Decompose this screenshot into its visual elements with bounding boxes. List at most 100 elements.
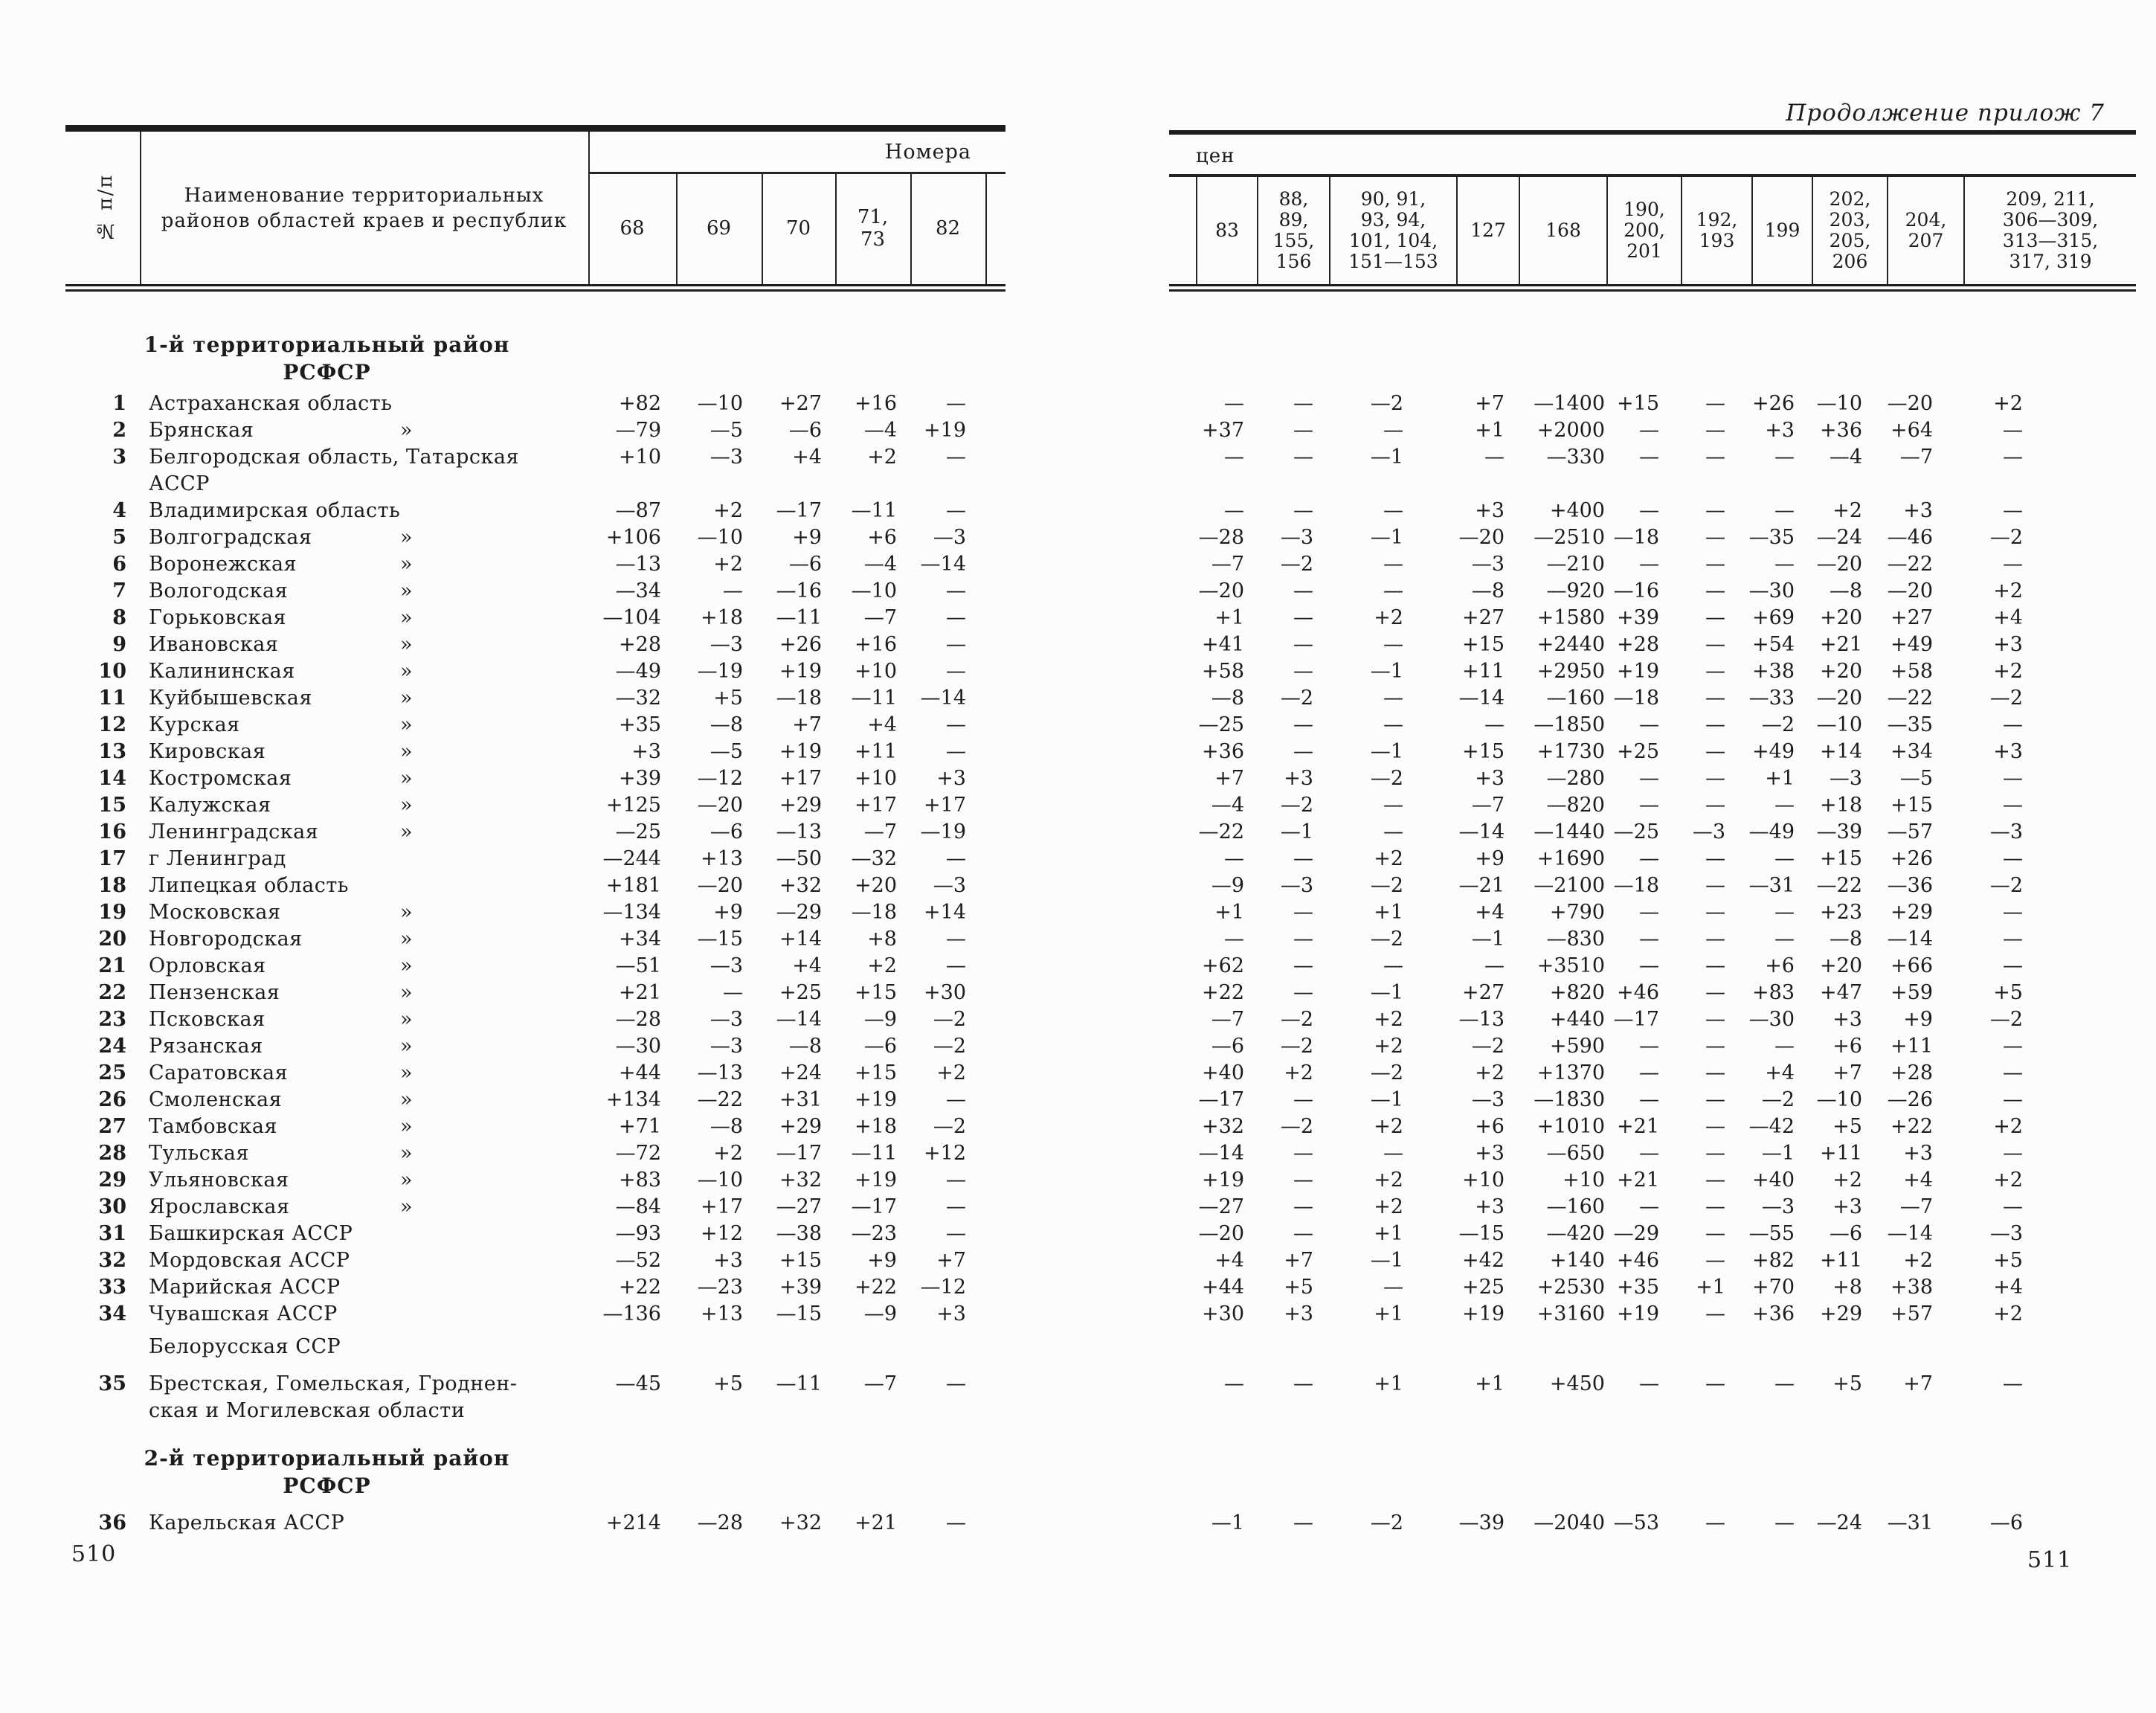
table-row: 8 Горьковская » —104 +18 —11 —7 — [65, 605, 1005, 631]
value-cell: —50 [776, 847, 822, 870]
row-name-line: Калужская [149, 794, 271, 817]
value-cell: —33 [1748, 687, 1795, 710]
value-cell: — [2003, 1035, 2023, 1058]
value-cell: +140 [1549, 1249, 1605, 1272]
value-cell: —36 [1887, 874, 1933, 897]
column-header-line: 156 [1275, 251, 1312, 272]
table-row: +32 —2 +2 +6 +1010 +21 — —42 +5 +22 +2 [1169, 1113, 2136, 1140]
value-cell: —30 [615, 1035, 661, 1058]
value-cell: — [2003, 1142, 2023, 1165]
value-cell: —8 [709, 713, 743, 736]
value-cell: —38 [776, 1222, 822, 1245]
value-cell: —5 [709, 419, 743, 442]
table-row: 5 Волгоградская » +106 —10 +9 +6 —3 [65, 524, 1005, 551]
value-cell: +125 [605, 794, 661, 817]
column-header-line: 199 [1764, 219, 1801, 241]
value-cell: +3510 [1536, 954, 1605, 977]
value-cell: —10 [697, 526, 743, 549]
value-cell: +11 [855, 740, 897, 763]
value-cell: —1850 [1534, 713, 1605, 736]
value-cell: —2 [1989, 687, 2023, 710]
value-cell: —20 [697, 794, 743, 817]
row-name: Волгоградская » [140, 524, 588, 551]
value-cell: +40 [1752, 1169, 1795, 1192]
value-cell: +6 [1475, 1115, 1505, 1138]
value-cell: +49 [1752, 740, 1795, 763]
row-name-line: Чувашская АССР [149, 1302, 338, 1325]
value-cell: —6 [788, 553, 822, 576]
value-cell: +1580 [1536, 606, 1605, 629]
row-name: Карельская АССР [140, 1510, 588, 1537]
table-row: 17 г Ленинград —244 +13 —50 —32 — [65, 846, 1005, 872]
table-row: +44 +5 — +25 +2530 +35 +1 +70 +8 +38 +4 [1169, 1274, 2136, 1301]
value-cell: +8 [867, 928, 897, 951]
value-cell: —7 [1211, 1008, 1244, 1031]
row-number: 15 [98, 794, 126, 817]
value-cell: —1 [1370, 526, 1403, 549]
value-cell: —8 [1471, 579, 1505, 602]
row-number: 32 [98, 1249, 126, 1272]
price-number-column-header: 202, 203, 205, 206 [1812, 177, 1887, 284]
value-cell: — [1383, 954, 1403, 977]
value-cell: —16 [1613, 579, 1659, 602]
column-header-line: 207 [1908, 230, 1944, 251]
value-cell: +25 [1617, 740, 1659, 763]
value-cell: — [1639, 901, 1659, 924]
value-cell: —27 [1198, 1195, 1244, 1218]
value-cell: — [1639, 1372, 1659, 1395]
value-cell: +38 [1752, 660, 1795, 683]
value-cell: +69 [1752, 606, 1795, 629]
value-cell: —39 [1458, 1511, 1505, 1534]
value-cell: —280 [1546, 767, 1605, 790]
value-cell: +5 [713, 1372, 743, 1395]
row-name-line: Тамбовская [149, 1115, 277, 1138]
value-cell: +3 [1475, 499, 1505, 522]
column-header-line: 204, [1905, 209, 1947, 231]
value-cell: — [1705, 928, 1725, 951]
value-cell: —11 [776, 1372, 822, 1395]
value-cell: —28 [697, 1511, 743, 1534]
value-cell: +1690 [1536, 847, 1605, 870]
value-cell: —2 [1370, 392, 1403, 415]
value-cell: +3 [1993, 740, 2023, 763]
row-name-line: Владимирская область [149, 499, 401, 522]
value-cell: +27 [1890, 606, 1933, 629]
value-cell: —3 [1471, 1088, 1505, 1111]
value-cell: —7 [863, 1372, 897, 1395]
value-cell: —13 [697, 1061, 743, 1084]
row-name: Чувашская АССР [140, 1301, 588, 1328]
table-row: +36 — —1 +15 +1730 +25 — +49 +14 +34 +3 [1169, 739, 2136, 765]
row-name: Астраханская область [140, 391, 588, 417]
value-cell: —2040 [1534, 1511, 1605, 1534]
ditto-mark: » [400, 660, 413, 683]
value-cell: —3 [709, 1008, 743, 1031]
value-cell: +7 [1214, 767, 1244, 790]
value-cell: —2100 [1534, 874, 1605, 897]
table-row: 13 Кировская » +3 —5 +19 +11 — [65, 739, 1005, 765]
value-cell: — [946, 740, 966, 763]
value-cell: +21 [619, 981, 661, 1004]
value-cell: +2 [1832, 1169, 1862, 1192]
value-cell: — [2003, 954, 2023, 977]
row-number: 36 [98, 1511, 126, 1534]
row-name-line: Кировская [149, 740, 266, 763]
value-cell: +1 [1374, 1302, 1403, 1325]
value-cell: —6 [709, 820, 743, 843]
value-cell: —32 [851, 847, 897, 870]
column-header-line: 71, [857, 205, 889, 228]
value-cell: — [946, 1195, 966, 1218]
column-header-line: 90, 91, [1360, 188, 1426, 210]
value-cell: +3 [1993, 633, 2023, 656]
table-row: 1 Астраханская область +82 —10 +27 +16 — [65, 391, 1005, 417]
value-cell: — [946, 954, 966, 977]
table-row: +40 +2 —2 +2 +1370 — — +4 +7 +28 — [1169, 1060, 2136, 1087]
table-row: 12 Курская » +35 —8 +7 +4 — [65, 712, 1005, 739]
price-number-column-header: 88, 89, 155, 156 [1257, 177, 1329, 284]
value-cell: —9 [1211, 874, 1244, 897]
divider [588, 132, 590, 284]
value-cell: +2 [713, 553, 743, 576]
row-number: 30 [98, 1195, 126, 1218]
value-cell: +20 [1820, 606, 1862, 629]
value-cell: +2 [867, 446, 897, 469]
value-cell: — [1224, 499, 1244, 522]
